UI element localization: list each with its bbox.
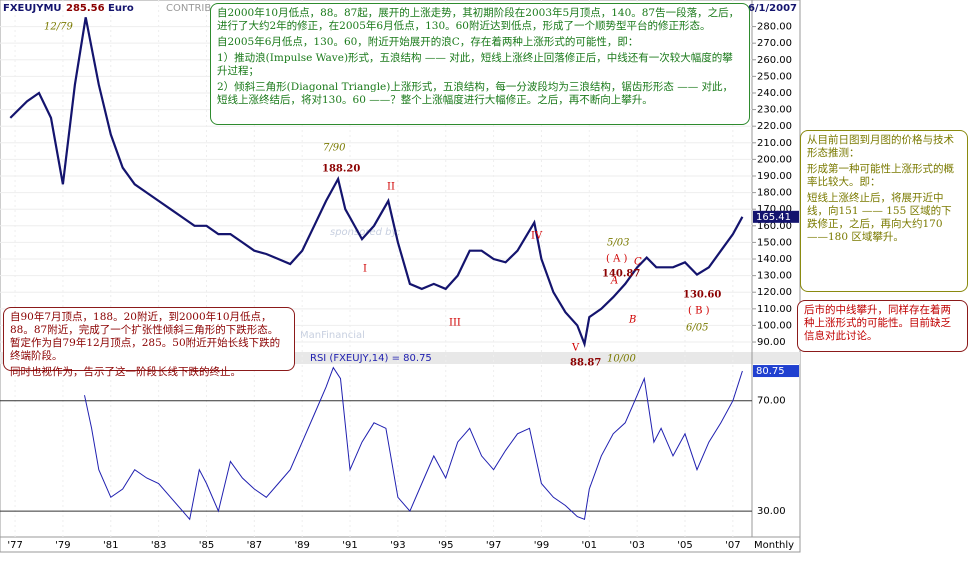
rsi-title: RSI (FXEUJY,14) = 80.75 <box>310 353 432 364</box>
x-unit: Monthly <box>754 540 794 551</box>
wave-label: ( B ) <box>688 306 710 317</box>
x-tick-label: '87 <box>247 540 262 551</box>
wave-label: IV <box>531 231 543 242</box>
y-tick-label: 30.00 <box>757 506 786 517</box>
symbol: FXEUJYMU <box>3 3 62 14</box>
current-value-box <box>753 365 799 378</box>
y-tick-label: 120.00 <box>757 287 792 298</box>
y-tick-label: 130.00 <box>757 271 792 282</box>
y-tick-label: 110.00 <box>757 304 792 315</box>
source: CONTRIB <box>166 3 211 14</box>
wave-label: II <box>387 182 395 193</box>
y-tick-label: 140.00 <box>757 254 792 265</box>
y-tick-label: 240.00 <box>757 88 792 99</box>
wave-label: 7/90 <box>323 143 346 154</box>
note-box: 自90年7月顶点，188。20附近，到2000年10月低点，88。87附近，完成… <box>3 307 295 378</box>
current-value: 80.75 <box>756 366 785 377</box>
x-tick-label: '77 <box>7 540 22 551</box>
wave-label: 12/79 <box>44 22 73 33</box>
y-tick-label: 200.00 <box>757 154 792 165</box>
y-tick-label: 280.00 <box>757 22 792 33</box>
x-tick-label: '05 <box>677 540 692 551</box>
y-tick-label: 160.00 <box>757 221 792 232</box>
wave-label: ( A ) <box>606 254 627 265</box>
x-tick-label: '81 <box>103 540 118 551</box>
note-box: 后市的中线攀升，同样存在着两种上涨形式的可能性。目前缺乏信息对此讨论。 <box>797 300 968 352</box>
note-text: 短线上涨终止后，将展开近中线，向151 —— 155 区域的下跌修正，之后，再向… <box>807 192 952 243</box>
x-tick-label: '93 <box>390 540 405 551</box>
y-tick-label: 100.00 <box>757 320 792 331</box>
x-tick-label: '03 <box>629 540 644 551</box>
current-value-box <box>753 210 799 223</box>
note-text: 从目前日图到月图的价格与技术形态推测： <box>807 134 954 159</box>
series-line <box>9 17 744 348</box>
series-line <box>84 366 743 521</box>
note-text: 后市的中线攀升，同样存在着两种上涨形式的可能性。目前缺乏信息对此讨论。 <box>804 304 951 342</box>
note-text: 1）推动浪(Impulse Wave)形式，五浪结构 —— 对此，短线上涨终止回… <box>217 52 733 77</box>
wave-label: 10/00 <box>607 354 636 365</box>
note-text: 同时也视作为，告示了这一阶段长线下跌的终止。 <box>10 366 241 378</box>
wave-label: 5/03 <box>607 238 629 249</box>
x-tick-label: '85 <box>199 540 214 551</box>
note-box: 从目前日图到月图的价格与技术形态推测： 形成第一种可能性上涨形式的概率比较大。即：… <box>800 130 968 292</box>
y-tick-label: 70.00 <box>757 396 786 407</box>
wave-label: I <box>363 264 367 275</box>
current-value: 165.41 <box>756 212 791 223</box>
x-tick-label: '99 <box>534 540 549 551</box>
y-tick-label: 270.00 <box>757 38 792 49</box>
y-tick-label: 230.00 <box>757 105 792 116</box>
wave-label: III <box>449 318 461 329</box>
wave-label: 88.87 <box>570 358 601 369</box>
currency: Euro <box>108 3 134 14</box>
note-text: 2）倾斜三角形(Diagonal Triangle)上涨形式，五浪结构，每一分波… <box>217 81 734 106</box>
x-tick-label: '95 <box>438 540 453 551</box>
y-tick-label: 250.00 <box>757 71 792 82</box>
note-box: 自2000年10月低点，88。87起，展开的上涨走势，其初期阶段在2003年5月… <box>210 3 750 125</box>
y-tick-label: 220.00 <box>757 121 792 132</box>
y-tick-label: 190.00 <box>757 171 792 182</box>
header-value: 285.56 <box>66 3 105 14</box>
wave-label: 130.60 <box>683 290 721 301</box>
x-tick-label: '91 <box>342 540 357 551</box>
y-tick-label: 150.00 <box>757 237 792 248</box>
note-text: 自2005年6月低点，130。60，附近开始展开的浪C，存在着两种上涨形式的可能… <box>217 36 639 48</box>
wave-label: 140.87 <box>602 269 640 280</box>
wave-label: C <box>634 257 642 268</box>
watermark-note: sponsored by: <box>330 227 401 238</box>
wave-label: A <box>610 276 618 287</box>
x-tick-label: '97 <box>486 540 501 551</box>
note-text: 自90年7月顶点，188。20附近，到2000年10月低点，88。87附近，完成… <box>10 311 281 362</box>
wave-label: 188.20 <box>322 164 360 175</box>
note-text: 自2000年10月低点，88。87起，展开的上涨走势，其初期阶段在2003年5月… <box>217 7 740 32</box>
y-tick-label: 180.00 <box>757 188 792 199</box>
y-tick-label: 90.00 <box>757 337 786 348</box>
x-tick-label: '01 <box>582 540 597 551</box>
wave-label: V <box>571 343 580 354</box>
x-tick-label: '83 <box>151 540 166 551</box>
y-tick-label: 170.00 <box>757 204 792 215</box>
y-tick-label: 260.00 <box>757 55 792 66</box>
y-tick-label: 210.00 <box>757 138 792 149</box>
wave-label: 6/05 <box>686 323 708 334</box>
watermark: ManFinancial <box>300 330 365 341</box>
date: 6/1/2007 <box>748 3 797 14</box>
note-text: 形成第一种可能性上涨形式的概率比较大。即： <box>807 163 954 188</box>
x-tick-label: '89 <box>294 540 309 551</box>
wave-label: B <box>628 315 636 326</box>
x-tick-label: '79 <box>55 540 70 551</box>
x-tick-label: '07 <box>725 540 740 551</box>
